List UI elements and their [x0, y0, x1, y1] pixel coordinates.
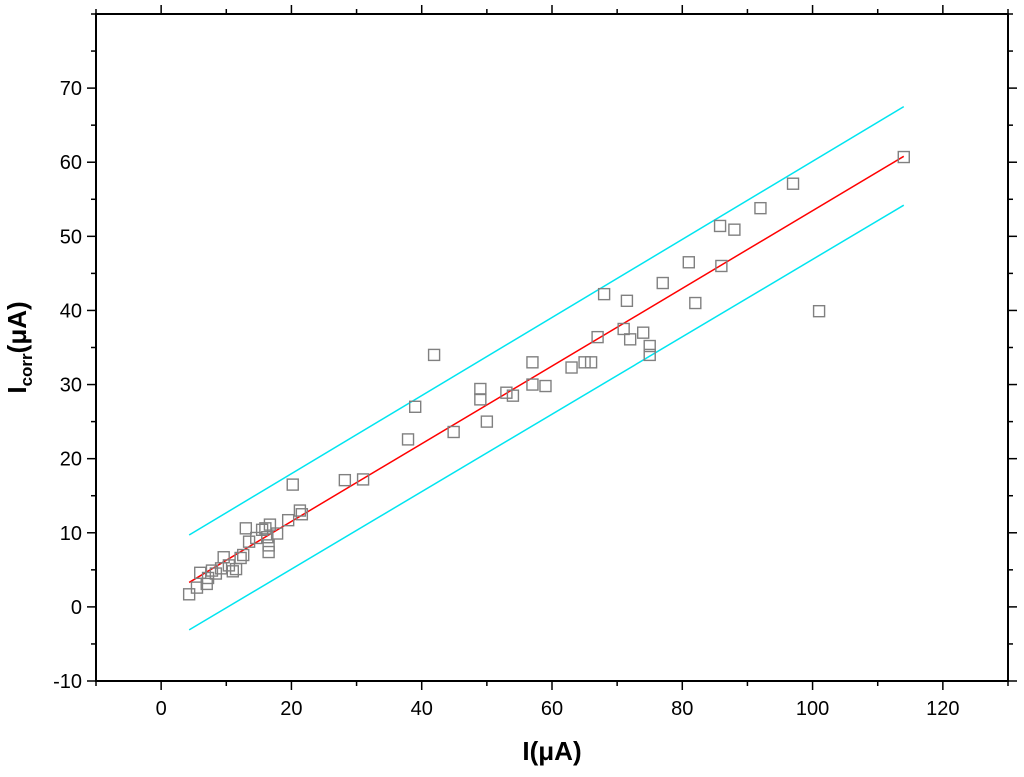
x-tick-label: 80 — [671, 698, 693, 720]
x-tick-label: 20 — [280, 698, 302, 720]
data-point — [295, 508, 309, 521]
data-point — [643, 348, 656, 362]
data-point — [234, 551, 247, 565]
y-tick-label: 30 — [60, 375, 82, 397]
data-point — [182, 588, 196, 601]
data-point — [205, 564, 219, 577]
data-point — [270, 527, 284, 540]
data-point — [786, 177, 800, 190]
data-point — [356, 473, 370, 486]
y-tick-label: 50 — [60, 226, 82, 248]
data-point — [565, 361, 578, 374]
data-point — [480, 415, 494, 428]
data-point — [620, 294, 634, 308]
data-point — [226, 565, 240, 578]
x-axis-ticks: 0 20 40 60 80 100 120 — [95, 5, 1009, 720]
y-tick-label: -10 — [53, 671, 82, 693]
series-lines — [188, 105, 905, 631]
data-point — [754, 201, 767, 215]
y-axis-title-subscript: corr — [17, 353, 36, 386]
x-tick-label: 100 — [796, 698, 829, 720]
data-point — [812, 304, 826, 318]
y-tick-label: 20 — [60, 449, 82, 471]
y-axis-title-main: I — [2, 386, 32, 393]
upper-band-line — [188, 105, 905, 536]
data-point — [526, 378, 539, 391]
data-point — [637, 326, 650, 339]
data-point — [409, 400, 422, 413]
data-point — [239, 522, 253, 535]
data-point — [237, 548, 250, 562]
data-point — [263, 518, 277, 531]
data-point — [506, 389, 520, 402]
y-tick-label: 40 — [60, 300, 82, 322]
data-point — [281, 513, 295, 527]
y-tick-label: 0 — [71, 597, 82, 619]
data-point — [617, 322, 630, 336]
data-point — [447, 425, 460, 439]
x-tick-label: 40 — [411, 698, 433, 720]
y-tick-label: 70 — [60, 78, 82, 100]
data-point — [643, 339, 656, 353]
data-point — [201, 571, 215, 585]
data-point — [262, 545, 275, 559]
data-point — [190, 581, 204, 594]
data-point — [689, 296, 702, 310]
data-point — [286, 478, 299, 491]
data-point — [474, 382, 487, 396]
x-tick-label: 0 — [156, 698, 167, 720]
data-point — [591, 330, 604, 344]
data-point — [500, 386, 513, 399]
data-point — [539, 379, 552, 393]
data-point — [526, 356, 539, 369]
data-point — [715, 259, 728, 273]
y-axis-title-tail: (μA) — [2, 301, 32, 353]
fit-line — [188, 155, 905, 584]
scatter-points — [182, 150, 910, 601]
data-point — [262, 539, 275, 552]
lower-band-line — [188, 204, 905, 631]
data-point — [259, 522, 272, 535]
data-point — [338, 473, 352, 487]
data-point — [242, 535, 256, 548]
data-point — [682, 256, 695, 269]
data-point — [597, 287, 611, 301]
y-axis-ticks: -10 0 10 20 30 40 50 60 70 — [53, 13, 1017, 693]
data-point — [728, 223, 741, 236]
data-point — [474, 393, 487, 406]
data-point — [401, 433, 415, 446]
data-point — [897, 150, 910, 164]
x-tick-label: 120 — [926, 698, 959, 720]
data-point — [427, 348, 441, 362]
y-tick-label: 10 — [60, 523, 82, 545]
data-point — [293, 504, 307, 517]
data-point — [261, 531, 274, 544]
data-point — [656, 276, 669, 290]
data-point — [584, 356, 598, 369]
plot-frame — [95, 13, 1009, 682]
y-axis-title: Icorr(μA) — [2, 301, 36, 393]
data-point — [623, 333, 637, 346]
data-point — [713, 219, 727, 233]
data-point — [578, 356, 591, 369]
x-axis-title: I(μA) — [522, 736, 581, 766]
x-tick-label: 60 — [541, 698, 563, 720]
y-tick-label: 60 — [60, 152, 82, 174]
